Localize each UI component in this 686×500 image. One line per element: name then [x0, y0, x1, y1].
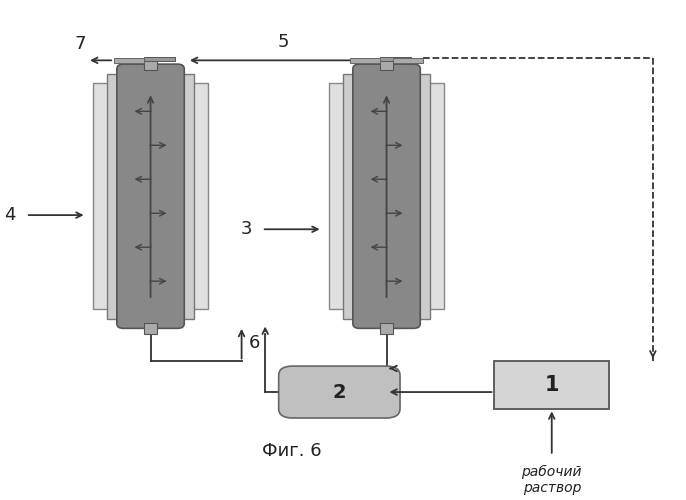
Text: 4: 4 — [4, 206, 16, 224]
Text: 2: 2 — [333, 382, 346, 402]
Text: 6: 6 — [248, 334, 260, 351]
Bar — [350, 58, 381, 62]
Bar — [145, 322, 156, 334]
Bar — [145, 58, 156, 70]
FancyBboxPatch shape — [117, 64, 185, 328]
Bar — [381, 58, 392, 70]
Text: Фиг. 6: Фиг. 6 — [262, 442, 322, 460]
Bar — [329, 83, 444, 310]
Bar — [381, 322, 392, 334]
Bar — [381, 57, 411, 61]
Bar — [93, 83, 208, 310]
Bar — [107, 74, 194, 319]
Text: 7: 7 — [75, 36, 86, 54]
Text: рабочий
раствор: рабочий раствор — [521, 465, 582, 496]
FancyBboxPatch shape — [353, 64, 421, 328]
FancyBboxPatch shape — [279, 366, 400, 418]
Bar — [343, 74, 430, 319]
Bar — [495, 362, 609, 408]
Text: 5: 5 — [278, 33, 289, 51]
Bar — [114, 58, 145, 62]
Bar — [392, 58, 423, 62]
Text: 3: 3 — [240, 220, 252, 238]
Text: 1: 1 — [545, 375, 559, 395]
Bar — [145, 57, 175, 61]
